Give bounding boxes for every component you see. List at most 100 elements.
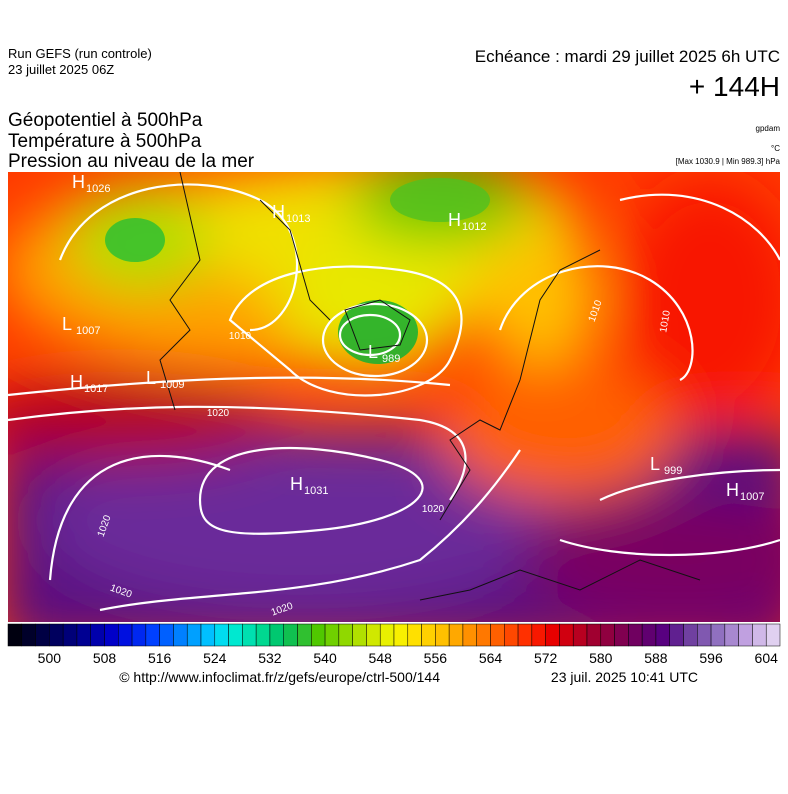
- title: Géopotentiel à 500hPa: [8, 110, 203, 131]
- pressure-center: H 1012: [448, 210, 486, 233]
- color-swatch: [228, 623, 243, 647]
- center-letter: H: [70, 372, 83, 392]
- color-swatch: [90, 623, 105, 647]
- color-swatch: [435, 623, 450, 647]
- color-swatch: [118, 623, 133, 647]
- color-swatch: [21, 623, 36, 647]
- color-swatch: [242, 623, 257, 647]
- color-swatch: [697, 623, 712, 647]
- color-swatch: [559, 623, 574, 647]
- color-swatch: [504, 623, 519, 647]
- color-swatch: [476, 623, 491, 647]
- colorbar-label: 596: [699, 650, 723, 666]
- color-swatch: [545, 623, 560, 647]
- colorbar-label: 548: [369, 650, 393, 666]
- color-swatch: [421, 623, 436, 647]
- colorbar-label: 604: [755, 650, 779, 666]
- color-swatch: [655, 623, 670, 647]
- isobar-label: 1020: [422, 504, 445, 515]
- color-swatch: [448, 623, 464, 647]
- center-letter: L: [368, 342, 378, 362]
- lead-time: + 144H: [689, 71, 780, 102]
- colorbar-label: 588: [644, 650, 668, 666]
- colorbar-label: 532: [258, 650, 282, 666]
- color-swatch: [393, 623, 409, 647]
- unit: °C: [771, 144, 780, 153]
- color-swatch: [517, 623, 533, 647]
- colorbar-label: 500: [38, 650, 62, 666]
- center-letter: L: [146, 368, 156, 388]
- color-swatch: [641, 623, 657, 647]
- center-letter: H: [290, 474, 303, 494]
- center-value: 1007: [740, 491, 764, 503]
- source: © http://www.infoclimat.fr/z/gefs/europe…: [119, 669, 440, 685]
- color-swatch: [586, 623, 602, 647]
- color-swatch: [76, 623, 91, 647]
- color-swatch: [173, 623, 188, 647]
- color-swatch: [600, 623, 615, 647]
- color-swatch: [159, 623, 174, 647]
- color-swatch: [366, 623, 381, 647]
- center-letter: H: [72, 172, 85, 192]
- colorbar: 500 508 516 524 532 540 548 556 564 572 580 588 596 6…: [7, 623, 781, 666]
- map: [8, 172, 780, 622]
- color-swatch: [311, 623, 326, 647]
- pressure-center: L 1007: [62, 314, 100, 337]
- colorbar-label: 572: [534, 650, 558, 666]
- color-swatch: [200, 623, 216, 647]
- color-swatch: [283, 623, 298, 647]
- color-swatch: [407, 623, 422, 647]
- color-swatch: [104, 623, 119, 647]
- color-swatch: [131, 623, 147, 647]
- pressure-center: L 989: [368, 342, 400, 365]
- colorbar-label: 556: [424, 650, 448, 666]
- center-letter: H: [448, 210, 461, 230]
- generated-time: 23 juil. 2025 10:41 UTC: [551, 669, 698, 685]
- center-value: 1013: [286, 213, 310, 225]
- center-value: 1007: [76, 325, 100, 337]
- color-swatch: [62, 623, 78, 647]
- colorbar-label: 540: [313, 650, 337, 666]
- color-swatch: [186, 623, 202, 647]
- colorbar-label: 508: [93, 650, 117, 666]
- isobar-label: 1010: [658, 309, 673, 333]
- color-swatch: [7, 623, 23, 647]
- color-swatch: [710, 623, 726, 647]
- color-swatch: [490, 623, 505, 647]
- pressure-center: H 1026: [72, 172, 110, 195]
- title: Pression au niveau de la mer: [8, 151, 255, 172]
- color-swatch: [628, 623, 643, 647]
- center-letter: H: [272, 202, 285, 222]
- unit: [Max 1030.9 | Min 989.3] hPa: [676, 157, 781, 166]
- center-value: 1031: [304, 485, 328, 497]
- color-swatch: [352, 623, 367, 647]
- pressure-center: H 1017: [70, 372, 108, 395]
- valid-time: Echéance : mardi 29 juillet 2025 6h UTC: [475, 47, 780, 66]
- pressure-center: H 1013: [272, 202, 310, 225]
- colorbar-label: 564: [479, 650, 503, 666]
- color-swatch: [379, 623, 395, 647]
- color-swatch: [145, 623, 160, 647]
- color-swatch: [462, 623, 477, 647]
- run-date: 23 juillet 2025 06Z: [8, 62, 114, 77]
- color-swatch: [324, 623, 340, 647]
- center-letter: H: [726, 480, 739, 500]
- center-value: 1026: [86, 183, 110, 195]
- center-letter: L: [62, 314, 72, 334]
- center-value: 989: [382, 353, 400, 365]
- color-swatch: [614, 623, 629, 647]
- center-letter: L: [650, 454, 660, 474]
- center-value: 1017: [84, 383, 108, 395]
- color-swatch: [765, 623, 781, 647]
- center-value: 1009: [160, 379, 184, 391]
- colorbar-label: 516: [148, 650, 172, 666]
- color-swatch: [49, 623, 64, 647]
- color-swatch: [338, 623, 353, 647]
- colorbar-label: 580: [589, 650, 613, 666]
- color-swatch: [683, 623, 698, 647]
- title: Température à 500hPa: [8, 131, 202, 152]
- pressure-center: L 1009: [146, 368, 184, 391]
- color-swatch: [724, 623, 739, 647]
- color-swatch: [269, 623, 284, 647]
